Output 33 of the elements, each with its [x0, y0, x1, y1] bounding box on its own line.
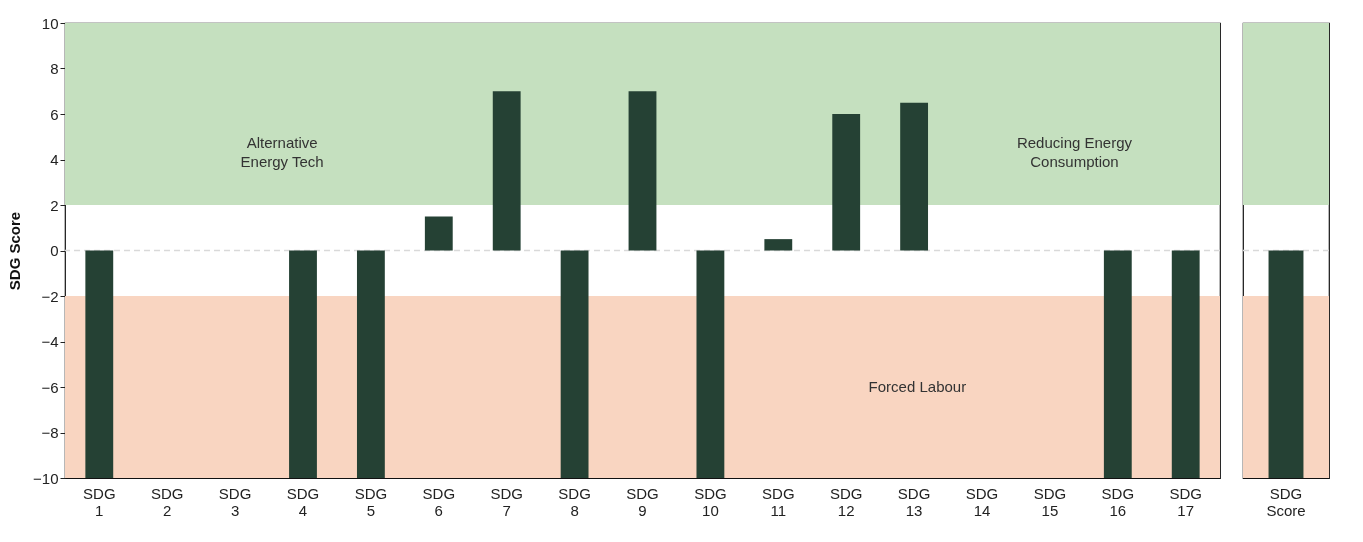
- annotation: Alternative Energy Tech: [240, 134, 324, 171]
- y-tick-label: 2: [50, 196, 59, 214]
- x-tick-label: SDG 4: [286, 484, 320, 519]
- y-tick-label: 6: [50, 105, 59, 123]
- x-tick-label: SDG 8: [558, 484, 591, 519]
- y-tick-label: 4: [50, 151, 59, 168]
- x-tick-label: SDG 3: [218, 484, 252, 519]
- x-tick-label: SDG 17: [1169, 484, 1202, 519]
- y-tick-label: −10: [33, 469, 59, 487]
- x-tick-label: SDG 2: [150, 484, 184, 519]
- x-tick-label: SDG 5: [354, 484, 388, 519]
- x-tick-label: SDG 12: [829, 484, 863, 519]
- x-tick-label: SDG 1: [83, 484, 116, 519]
- y-tick-label: −8: [41, 424, 59, 441]
- y-tick-label: 8: [50, 60, 59, 77]
- x-tick-label: SDG 7: [490, 484, 523, 519]
- y-tick-label: −2: [41, 287, 59, 305]
- x-tick-label: SDG 14: [965, 484, 999, 519]
- annotation: Forced Labour: [868, 378, 967, 395]
- x-tick-label: SDG 13: [897, 484, 931, 519]
- x-tick-label: SDG 11: [762, 484, 795, 519]
- x-tick-label: SDG 15: [1033, 484, 1067, 519]
- x-tick-label: SDG 10: [694, 484, 727, 519]
- x-tick-label: SDG 16: [1101, 484, 1135, 519]
- x-tick-label: SDG 9: [626, 484, 659, 519]
- y-tick-label: −6: [41, 378, 59, 396]
- y-axis-title: SDG Score: [6, 211, 24, 291]
- x-tick-label: SDG 6: [422, 484, 456, 519]
- y-tick-label: −4: [41, 333, 59, 350]
- y-tick-label: 0: [50, 242, 59, 259]
- x-tick-label: SDG Score: [1266, 484, 1306, 519]
- y-tick-label: 10: [41, 14, 59, 32]
- annotation: Reducing Energy Consumption: [1016, 134, 1133, 171]
